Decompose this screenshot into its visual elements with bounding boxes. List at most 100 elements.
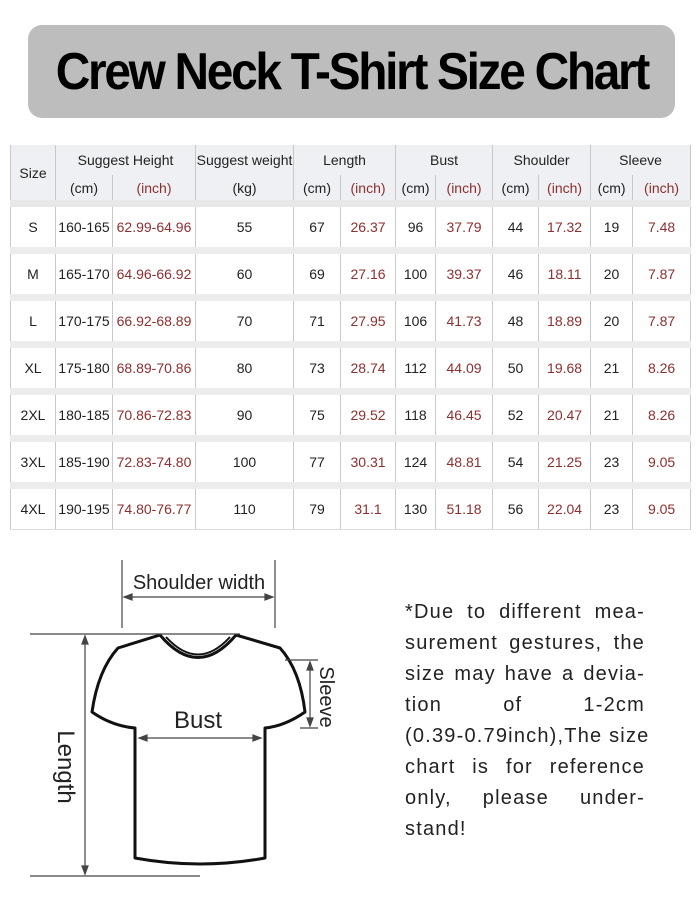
unit-cell: (inch)	[538, 175, 592, 207]
data-cell: 74.80-76.77	[111, 485, 197, 530]
data-cell: 50	[492, 344, 540, 395]
data-cell: 55	[195, 203, 295, 254]
data-cell: 44.09	[435, 344, 494, 395]
data-cell: 39.37	[435, 250, 494, 301]
data-cell: 64.96-66.92	[111, 250, 197, 301]
data-cell: 62.99-64.96	[111, 203, 197, 254]
unit-cell: (inch)	[340, 175, 397, 207]
data-cell: 17.32	[538, 203, 592, 254]
data-cell: 23	[590, 485, 634, 530]
data-cell: 22.04	[538, 485, 592, 530]
data-cell: 44	[492, 203, 540, 254]
data-cell: 18.11	[538, 250, 592, 301]
data-cell: 8.26	[632, 391, 692, 442]
data-cell: 41.73	[435, 297, 494, 348]
header-cell: Size	[10, 145, 56, 207]
data-cell: 21	[590, 344, 634, 395]
data-cell: 180-185	[55, 391, 113, 442]
data-cell: 30.31	[340, 438, 397, 489]
shirt-outline	[90, 633, 307, 866]
data-row: 4XL 190-195 74.80-76.77 110 79 31.1 130 51.18 56…	[10, 485, 692, 530]
note-line: tion of 1-2cm	[405, 694, 645, 716]
data-cell: 112	[395, 344, 437, 395]
data-cell: 66.92-68.89	[111, 297, 197, 348]
data-cell: 54	[492, 438, 540, 489]
data-cell: 190-195	[55, 485, 113, 530]
data-cell: S	[10, 203, 56, 254]
shoulder-width-label: Shoulder width	[133, 572, 265, 594]
shirt-diagram: Shoulder width Bust Sleeve Length	[30, 560, 337, 877]
data-cell: 160-165	[55, 203, 113, 254]
data-cell: 4XL	[10, 485, 56, 530]
data-cell: 75	[293, 391, 342, 442]
data-cell: 70	[195, 297, 295, 348]
table-body: Size Suggest Height Suggest weight Length Bu…	[10, 145, 692, 530]
sleeve-label: Sleeve	[315, 666, 337, 727]
measure-lines	[30, 560, 318, 877]
bust-label: Bust	[174, 707, 222, 734]
data-cell: 23	[590, 438, 634, 489]
data-cell: 2XL	[10, 391, 56, 442]
unit-cell: (inch)	[435, 175, 494, 207]
data-cell: 100	[195, 438, 295, 489]
header-cell: Length	[293, 145, 397, 175]
note: *Due to different mea-surement gestures,…	[405, 597, 650, 845]
data-cell: 130	[395, 485, 437, 530]
data-cell: 46.45	[435, 391, 494, 442]
data-cell: 71	[293, 297, 342, 348]
data-cell: 80	[195, 344, 295, 395]
data-cell: 72.83-74.80	[111, 438, 197, 489]
data-row: M 165-170 64.96-66.92 60 69 27.16 100 39.37 46 18…	[10, 250, 692, 301]
unit-cell: (inch)	[111, 175, 197, 207]
unit-cell: (cm)	[492, 175, 540, 207]
data-cell: M	[10, 250, 56, 301]
unit-cell: (cm)	[293, 175, 342, 207]
data-cell: 124	[395, 438, 437, 489]
data-cell: 7.48	[632, 203, 692, 254]
header-cell: Suggest weight	[195, 145, 295, 175]
data-cell: 175-180	[55, 344, 113, 395]
data-cell: 3XL	[10, 438, 56, 489]
data-cell: 52	[492, 391, 540, 442]
unit-cell: (inch)	[632, 175, 692, 207]
note-line: chart is for reference	[405, 756, 645, 778]
data-cell: 21.25	[538, 438, 592, 489]
data-cell: 106	[395, 297, 437, 348]
unit-cell: (cm)	[590, 175, 634, 207]
data-cell: 185-190	[55, 438, 113, 489]
data-cell: 60	[195, 250, 295, 301]
data-cell: 68.89-70.86	[111, 344, 197, 395]
note-line: surement gestures, the	[405, 632, 645, 654]
note-line: (0.39-0.79inch),The size	[405, 725, 650, 747]
data-cell: 100	[395, 250, 437, 301]
unit-row: (cm) (inch) (kg) (cm) (inch) (cm) (inch) (cm) (i…	[11, 175, 692, 207]
data-cell: 79	[293, 485, 342, 530]
data-cell: 48.81	[435, 438, 494, 489]
data-cell: 46	[492, 250, 540, 301]
data-cell: 165-170	[55, 250, 113, 301]
data-cell: 19.68	[538, 344, 592, 395]
data-row: S 160-165 62.99-64.96 55 67 26.37 96 37.79 44 17.…	[10, 203, 692, 254]
data-cell: 20	[590, 297, 634, 348]
data-cell: 18.89	[538, 297, 592, 348]
data-cell: 19	[590, 203, 634, 254]
data-cell: 27.95	[340, 297, 397, 348]
data-cell: 31.1	[340, 485, 397, 530]
data-cell: 48	[492, 297, 540, 348]
unit-cell: (kg)	[195, 175, 295, 207]
unit-cell: (cm)	[395, 175, 437, 207]
data-row: 3XL 185-190 72.83-74.80 100 77 30.31 124 48.81 5…	[10, 438, 692, 489]
data-cell: 20	[590, 250, 634, 301]
note-line: *Due to different mea-	[405, 601, 645, 623]
data-cell: 73	[293, 344, 342, 395]
data-cell: 28.74	[340, 344, 397, 395]
data-row: XL 175-180 68.89-70.86 80 73 28.74 112 44.09 50 1…	[10, 344, 692, 395]
data-cell: 56	[492, 485, 540, 530]
header-cell: Suggest Height	[54, 145, 197, 175]
header-cell: Shoulder	[492, 145, 592, 175]
data-cell: 7.87	[632, 250, 692, 301]
note-line: size may have a devia-	[405, 663, 645, 685]
note-line: stand!	[405, 818, 467, 840]
data-cell: 9.05	[632, 485, 692, 530]
data-cell: 90	[195, 391, 295, 442]
